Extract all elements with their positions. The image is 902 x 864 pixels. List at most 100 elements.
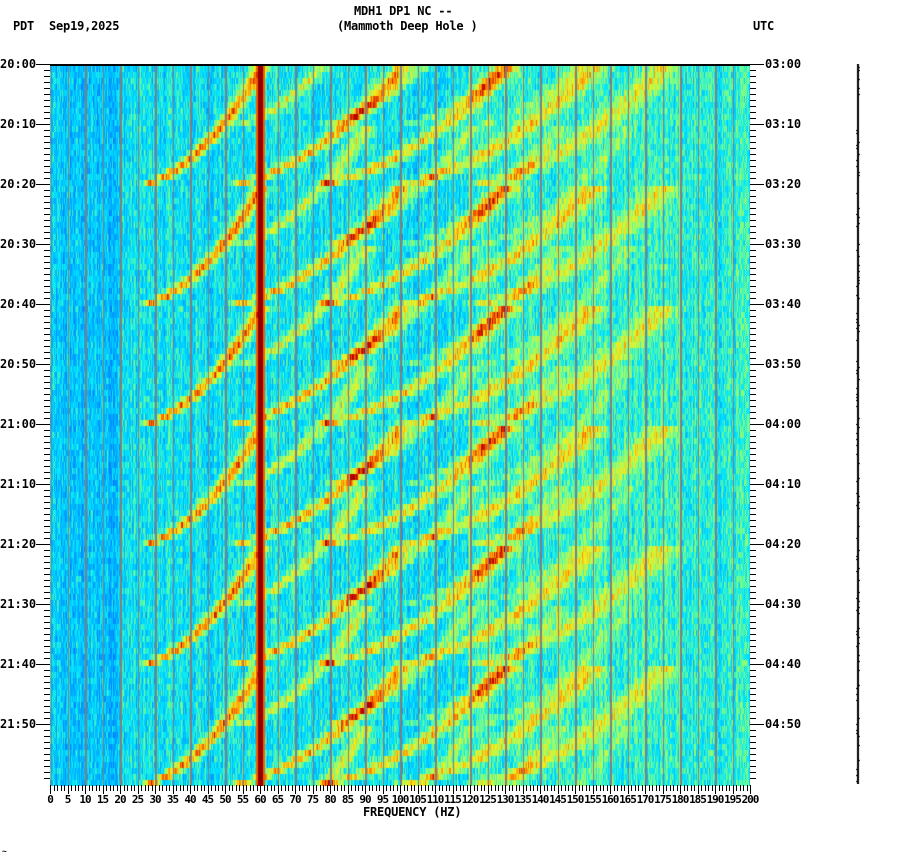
y-tick-left: [44, 748, 50, 749]
y-tick-left: [36, 604, 50, 605]
y-tick-left: [44, 322, 50, 323]
y-tick-left: [36, 544, 50, 545]
x-tick: [554, 785, 555, 791]
x-tick: [498, 785, 499, 791]
y-tick-right: [750, 334, 756, 335]
x-tick: [260, 785, 261, 794]
y-tick-right: [750, 760, 756, 761]
x-tick-label: 40: [184, 793, 196, 806]
x-tick: [704, 785, 706, 791]
x-tick: [473, 785, 475, 791]
y-tick-right: [750, 586, 756, 587]
y-tick-left: [44, 238, 50, 239]
y-tick-left: [36, 664, 50, 665]
x-tick: [403, 785, 405, 791]
y-tick-right: [750, 142, 756, 143]
y-tick-right: [750, 172, 756, 173]
x-tick: [239, 785, 240, 791]
y-tick-right: [750, 238, 756, 239]
y-tick-right: [750, 64, 764, 65]
x-tick-label: 60: [254, 793, 266, 806]
y-tick-right: [750, 550, 756, 551]
x-tick: [739, 785, 741, 791]
x-tick: [578, 785, 580, 791]
y-tick-left: [44, 346, 50, 347]
y-tick-right: [750, 280, 756, 281]
x-tick-label: 125: [479, 793, 497, 806]
x-tick: [568, 785, 569, 791]
x-tick-label: 5: [64, 793, 72, 806]
y-tick-right: [750, 322, 756, 323]
x-tick-label: 20: [114, 793, 126, 806]
y-tick-right: [750, 202, 756, 203]
y-tick-right: [750, 742, 756, 743]
y-tick-left: [44, 496, 50, 497]
x-tick: [396, 785, 398, 791]
x-tick-label: 45: [201, 793, 214, 806]
y-tick-label-right: 03:20: [765, 177, 802, 191]
y-tick-left: [44, 160, 50, 161]
x-tick-label: 110: [426, 793, 445, 806]
y-tick-left: [36, 304, 50, 305]
y-tick-right: [750, 412, 756, 413]
x-tick: [344, 785, 345, 791]
x-tick: [676, 785, 678, 791]
y-tick-left: [44, 154, 50, 155]
y-tick-left: [44, 502, 50, 503]
x-tick: [354, 785, 356, 791]
y-tick-left: [44, 730, 50, 731]
x-tick: [564, 785, 566, 791]
y-tick-label-right: 04:10: [765, 477, 802, 491]
x-tick-label: 50: [219, 793, 231, 806]
y-tick-right: [750, 454, 756, 455]
y-tick-left: [44, 226, 50, 227]
x-tick: [288, 785, 289, 791]
y-tick-left: [44, 592, 50, 593]
y-tick-right: [750, 226, 756, 227]
x-tick: [88, 785, 90, 791]
x-tick: [648, 785, 650, 791]
x-tick: [99, 785, 100, 791]
y-tick-right: [750, 70, 756, 71]
x-tick: [267, 785, 268, 791]
x-tick: [522, 785, 524, 794]
x-tick: [130, 785, 132, 791]
y-tick-left: [44, 286, 50, 287]
y-tick-right: [750, 694, 756, 695]
y-tick-right: [750, 502, 756, 503]
y-tick-left: [44, 412, 50, 413]
y-tick-right: [750, 616, 756, 617]
y-tick-right: [750, 634, 756, 635]
y-tick-label-right: 03:30: [765, 237, 802, 251]
y-tick-left: [44, 442, 50, 443]
x-tick: [452, 785, 454, 794]
y-tick-right: [750, 346, 756, 347]
y-tick-label-left: 20:50: [0, 357, 37, 371]
y-tick-left: [44, 436, 50, 437]
x-tick: [53, 785, 55, 791]
x-tick: [729, 785, 730, 791]
y-tick-label-left: 21:10: [0, 477, 37, 491]
x-tick: [242, 785, 244, 794]
y-tick-left: [44, 172, 50, 173]
x-tick: [470, 785, 471, 794]
y-tick-right: [750, 628, 756, 629]
y-tick-left: [44, 532, 50, 533]
y-tick-right: [750, 778, 756, 779]
y-tick-left: [44, 82, 50, 83]
y-tick-left: [44, 526, 50, 527]
location-title: (Mammoth Deep Hole ): [337, 19, 478, 33]
x-tick: [81, 785, 83, 791]
y-tick-left: [44, 622, 50, 623]
x-tick-label: 70: [289, 793, 301, 806]
y-tick-label-right: 04:50: [765, 717, 802, 731]
x-tick: [638, 785, 639, 791]
x-tick: [480, 785, 482, 791]
x-tick: [512, 785, 513, 791]
x-tick: [641, 785, 643, 791]
x-tick: [361, 785, 363, 791]
x-tick: [95, 785, 97, 791]
x-tick: [372, 785, 373, 791]
y-tick-left: [44, 406, 50, 407]
x-tick: [743, 785, 744, 791]
